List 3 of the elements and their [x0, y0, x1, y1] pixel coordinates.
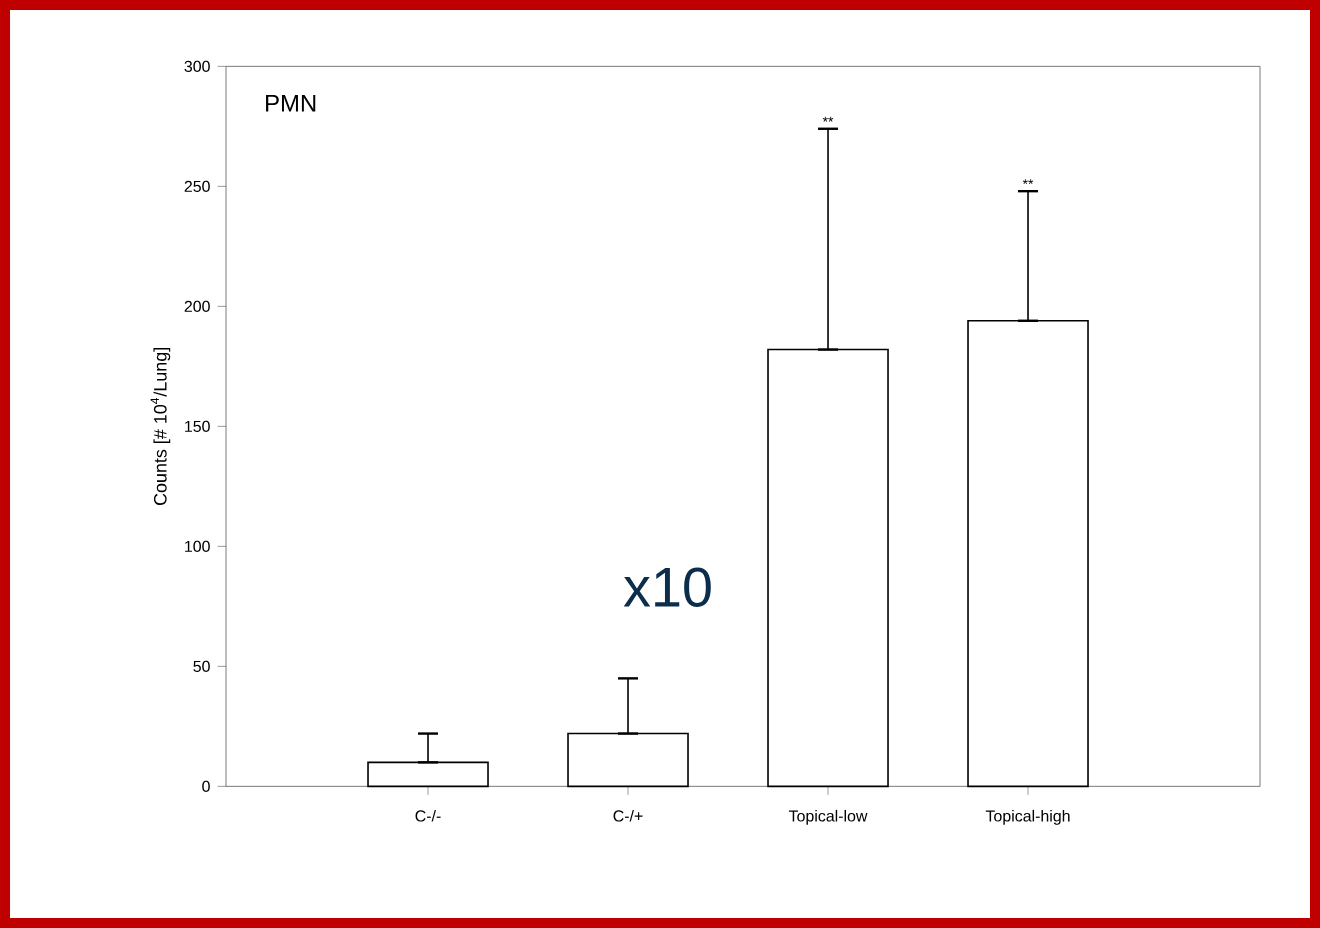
y-axis-title: Counts [# 10$^{4}$/Lung]: [150, 348, 171, 506]
annotation: x10: [623, 567, 711, 607]
text: PMN: [266, 95, 316, 112]
